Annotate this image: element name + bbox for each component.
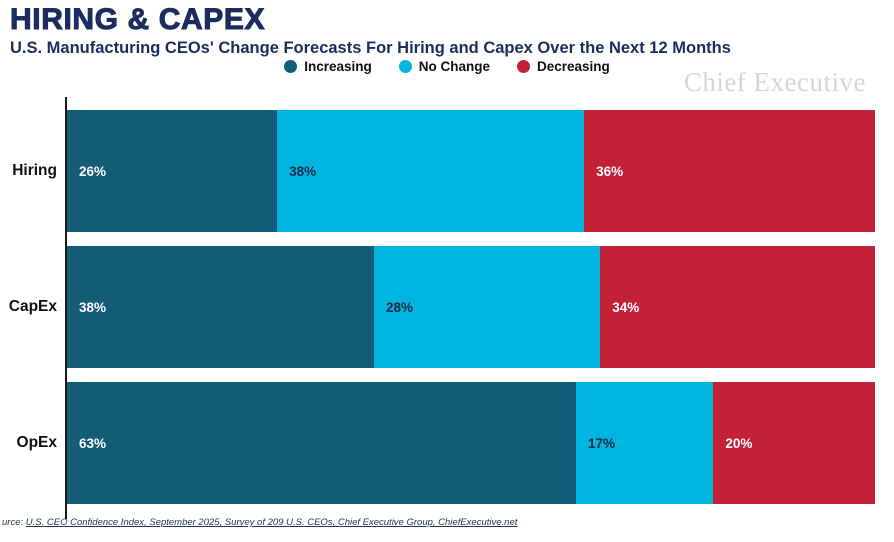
bar-segment-decreasing: 34%	[600, 246, 875, 368]
legend: Increasing No Change Decreasing	[0, 59, 894, 74]
segment-value-label: 38%	[289, 163, 317, 179]
bar-row-opex: OpEx 63% 17% 20%	[17, 382, 875, 504]
y-axis-line	[65, 97, 67, 519]
segment-value-label: 17%	[588, 435, 616, 451]
legend-label: Decreasing	[537, 59, 610, 74]
bar-row-capex: CapEx 38% 28% 34%	[9, 246, 875, 368]
segment-value-label: 38%	[79, 299, 107, 315]
bar-segment-increasing: 26%	[67, 110, 278, 232]
legend-item-decreasing: Decreasing	[517, 59, 610, 74]
page-title: HIRING & CAPEX	[9, 3, 266, 37]
segment-value-label: 36%	[596, 163, 624, 179]
legend-label: Increasing	[304, 59, 372, 74]
legend-dot-icon	[517, 60, 530, 73]
bar-segment-no-change: 28%	[374, 246, 601, 368]
publisher-logo: Chief Executive	[683, 67, 866, 97]
bar-row-hiring: Hiring 26% 38% 36%	[12, 110, 875, 232]
legend-dot-icon	[398, 60, 412, 73]
legend-item-no-change: No Change	[398, 59, 490, 74]
legend-label: No Change	[418, 59, 490, 74]
source-link[interactable]: U.S. CEO Confidence Index, September 202…	[25, 517, 518, 528]
chart-subtitle: U.S. Manufacturing CEOs' Change Forecast…	[10, 39, 731, 57]
bar-segment-decreasing: 20%	[713, 382, 875, 504]
category-label: CapEx	[8, 298, 57, 315]
bar-segment-no-change: 17%	[576, 382, 714, 504]
category-label: OpEx	[16, 434, 57, 451]
segment-value-label: 26%	[79, 163, 107, 179]
segment-value-label: 28%	[386, 299, 414, 315]
legend-dot-icon	[284, 60, 298, 73]
bar-rows: Hiring 26% 38% 36% CapEx 38% 28% 34% OpEx 63% 17% 2…	[9, 110, 875, 504]
bar-segment-decreasing: 36%	[584, 110, 875, 232]
bar-segment-increasing: 63%	[67, 382, 577, 504]
bar-segment-no-change: 38%	[277, 110, 585, 232]
segment-value-label: 20%	[725, 435, 753, 451]
source-prefix: urce:	[2, 517, 26, 528]
legend-item-increasing: Increasing	[284, 59, 372, 74]
segment-value-label: 34%	[612, 299, 640, 315]
source-note: urce: U.S. CEO Confidence Index, Septemb…	[2, 517, 517, 528]
bar-segment-increasing: 38%	[67, 246, 375, 368]
segment-value-label: 63%	[79, 435, 107, 451]
category-label: Hiring	[12, 162, 57, 179]
